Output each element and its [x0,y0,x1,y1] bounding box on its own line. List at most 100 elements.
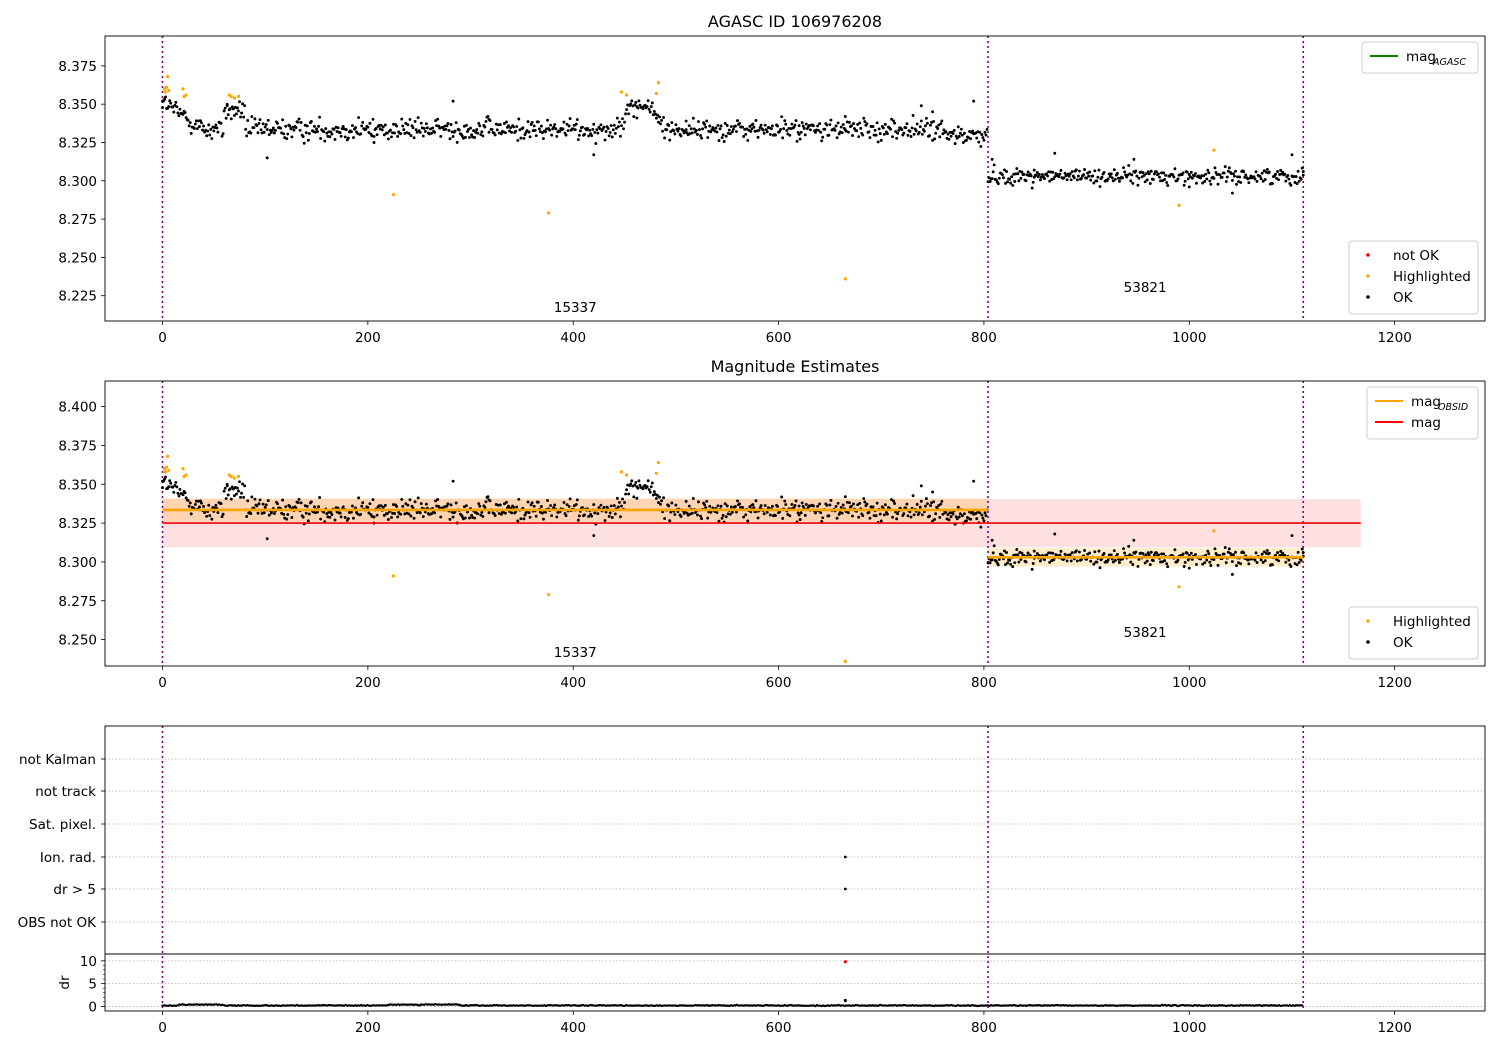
ok-point [992,163,996,167]
x-tick-label: 400 [560,330,586,346]
ok-point [231,487,235,491]
ok-point [231,107,235,111]
ok-point [346,136,350,140]
ok-point [1065,178,1069,182]
ok-point [577,514,581,518]
highlighted-point [654,91,658,96]
ok-point [790,122,794,126]
ok-point [1118,179,1121,183]
ok-point [748,505,752,509]
ok-point [200,501,203,505]
ok-point [990,177,994,181]
ok-point [1157,172,1160,176]
ok-point [768,513,772,517]
ok-point [955,517,959,521]
ok-point [408,117,412,121]
ok-point [181,493,185,497]
ok-point [194,119,198,123]
ok-point [636,486,640,490]
ok-point [1260,552,1264,556]
ok-point [615,496,619,500]
ok-point [341,505,345,509]
ok-point [988,180,992,184]
ok-point [980,513,984,517]
ok-point [338,511,342,515]
ok-point [359,512,363,516]
ok-point [1275,176,1279,180]
ok-point [419,121,423,125]
highlighted-point [236,474,241,479]
ok-point [562,120,566,124]
ok-point [393,512,397,515]
ok-point [244,127,248,131]
ok-point [1136,183,1140,187]
ok-point [263,505,267,509]
ok-point [923,124,927,128]
ok-point [399,512,403,516]
ok-point [402,128,406,132]
flag-label: not track [35,784,96,800]
ok-point [161,106,164,110]
ok-point [1171,173,1175,177]
ok-point [468,516,471,520]
ok-point [593,130,597,134]
ok-point [1230,178,1234,182]
ok-point [1100,175,1104,179]
ok-point [865,122,869,126]
ok-point [1216,182,1220,186]
ok-point [1005,551,1008,554]
ok-point [948,130,952,134]
ok-point [512,125,516,129]
ok-point [413,500,417,504]
ok-point [1299,177,1303,181]
ok-point [396,515,400,519]
ok-point [703,122,707,126]
ok-point [820,139,824,143]
ok-point [317,505,321,509]
ok-point [951,132,955,135]
ok-point [696,133,699,136]
ok-point [1126,173,1130,177]
ok-point [624,492,628,496]
ok-point [413,119,417,123]
ok-point [668,519,672,523]
ok-point [818,122,822,126]
ok-point [890,498,893,501]
ok-point [1004,563,1007,566]
ok-point [662,496,666,500]
ok-point [329,130,333,134]
ok-point [609,504,613,508]
ok-point [1068,553,1072,557]
ok-point [1190,176,1194,180]
ok-point [550,133,554,137]
ok-point [825,123,829,127]
ok-point [1011,565,1015,569]
ok-point [1183,179,1187,183]
ok-point [676,129,680,133]
ok-point [1107,553,1111,557]
ok-point [780,495,784,499]
ok-point [1024,560,1028,564]
ok-point [354,126,357,130]
ok-point [290,135,294,139]
ok-point [946,132,950,136]
ok-point [575,498,579,502]
ok-point [1095,560,1099,564]
ok-point [328,135,332,139]
ok-point [1014,172,1018,176]
ok-point [649,105,653,109]
ok-point [396,134,400,138]
ok-point [735,510,738,514]
ok-point [186,499,190,502]
ok-point [795,139,799,143]
ok-point [656,501,660,504]
ok-point [725,504,729,508]
ok-point [193,502,197,506]
dr-outlier [843,960,847,964]
ok-point [567,504,571,508]
ok-point [1106,558,1110,562]
ok-point [763,504,767,507]
ok-point [272,512,276,515]
ok-point [448,517,452,521]
ok-point [564,133,568,137]
